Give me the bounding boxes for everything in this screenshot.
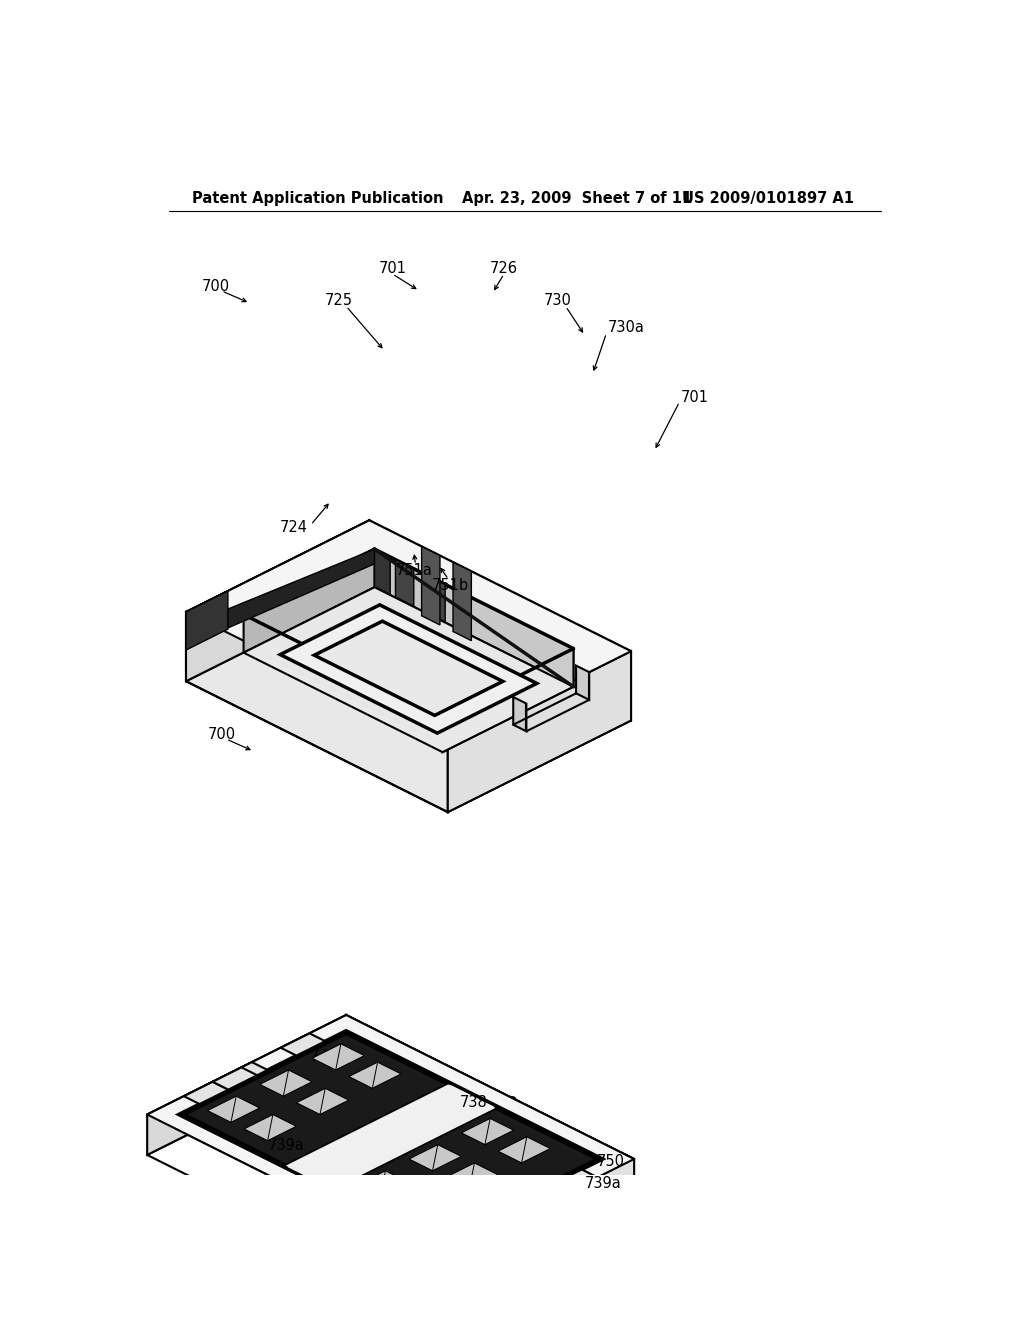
Text: 700: 700 <box>202 280 230 294</box>
Text: 725: 725 <box>325 293 352 309</box>
Polygon shape <box>208 1096 260 1122</box>
Polygon shape <box>375 549 573 686</box>
Polygon shape <box>186 520 370 681</box>
Polygon shape <box>296 1088 349 1114</box>
Polygon shape <box>312 1044 365 1071</box>
Polygon shape <box>349 1063 401 1088</box>
Polygon shape <box>281 1034 326 1056</box>
Text: US 2009/0101897 A1: US 2009/0101897 A1 <box>682 191 854 206</box>
Polygon shape <box>553 1170 597 1192</box>
Polygon shape <box>445 1163 498 1189</box>
Text: 751b: 751b <box>431 578 469 593</box>
Polygon shape <box>286 1085 496 1189</box>
Text: FIG. 7B: FIG. 7B <box>436 1097 518 1114</box>
Text: 750: 750 <box>597 1154 625 1170</box>
Polygon shape <box>577 665 589 700</box>
Polygon shape <box>427 576 445 622</box>
Text: 701: 701 <box>681 389 709 405</box>
Text: 738: 738 <box>310 1049 338 1064</box>
Polygon shape <box>186 520 631 743</box>
Text: 726: 726 <box>490 261 518 276</box>
Polygon shape <box>147 1015 634 1258</box>
Polygon shape <box>498 1137 550 1163</box>
Polygon shape <box>409 1144 462 1171</box>
Polygon shape <box>456 1218 501 1241</box>
Text: 730: 730 <box>544 293 571 309</box>
Text: 739a: 739a <box>585 1176 622 1191</box>
Polygon shape <box>244 1114 296 1140</box>
Polygon shape <box>184 1082 228 1104</box>
Text: Apr. 23, 2009  Sheet 7 of 11: Apr. 23, 2009 Sheet 7 of 11 <box>462 191 692 206</box>
Polygon shape <box>442 648 573 752</box>
Polygon shape <box>462 1118 514 1144</box>
Polygon shape <box>223 1063 267 1085</box>
Polygon shape <box>346 1015 634 1200</box>
Text: 700: 700 <box>208 727 236 742</box>
Polygon shape <box>184 1034 449 1166</box>
Polygon shape <box>333 1107 597 1241</box>
Polygon shape <box>186 591 228 649</box>
Text: 730a: 730a <box>608 321 645 335</box>
Polygon shape <box>513 697 526 731</box>
Text: 751a: 751a <box>395 562 432 578</box>
Polygon shape <box>422 546 440 624</box>
Polygon shape <box>244 549 375 652</box>
Text: Patent Application Publication: Patent Application Publication <box>193 191 443 206</box>
Polygon shape <box>393 1189 445 1216</box>
Polygon shape <box>244 587 573 752</box>
Polygon shape <box>202 549 390 630</box>
Polygon shape <box>147 1015 346 1155</box>
Text: 739a: 739a <box>267 1138 304 1152</box>
Text: 701: 701 <box>378 261 407 276</box>
Polygon shape <box>314 622 503 715</box>
Text: FIG. 7A: FIG. 7A <box>436 639 517 656</box>
Polygon shape <box>186 612 447 812</box>
Polygon shape <box>453 562 471 640</box>
Polygon shape <box>213 1068 257 1089</box>
Polygon shape <box>447 651 631 812</box>
Polygon shape <box>395 560 414 606</box>
Polygon shape <box>260 1071 312 1096</box>
Text: 724: 724 <box>280 520 307 536</box>
Polygon shape <box>375 549 390 594</box>
Text: 738: 738 <box>460 1094 487 1110</box>
Polygon shape <box>356 1171 409 1197</box>
Polygon shape <box>281 605 537 733</box>
